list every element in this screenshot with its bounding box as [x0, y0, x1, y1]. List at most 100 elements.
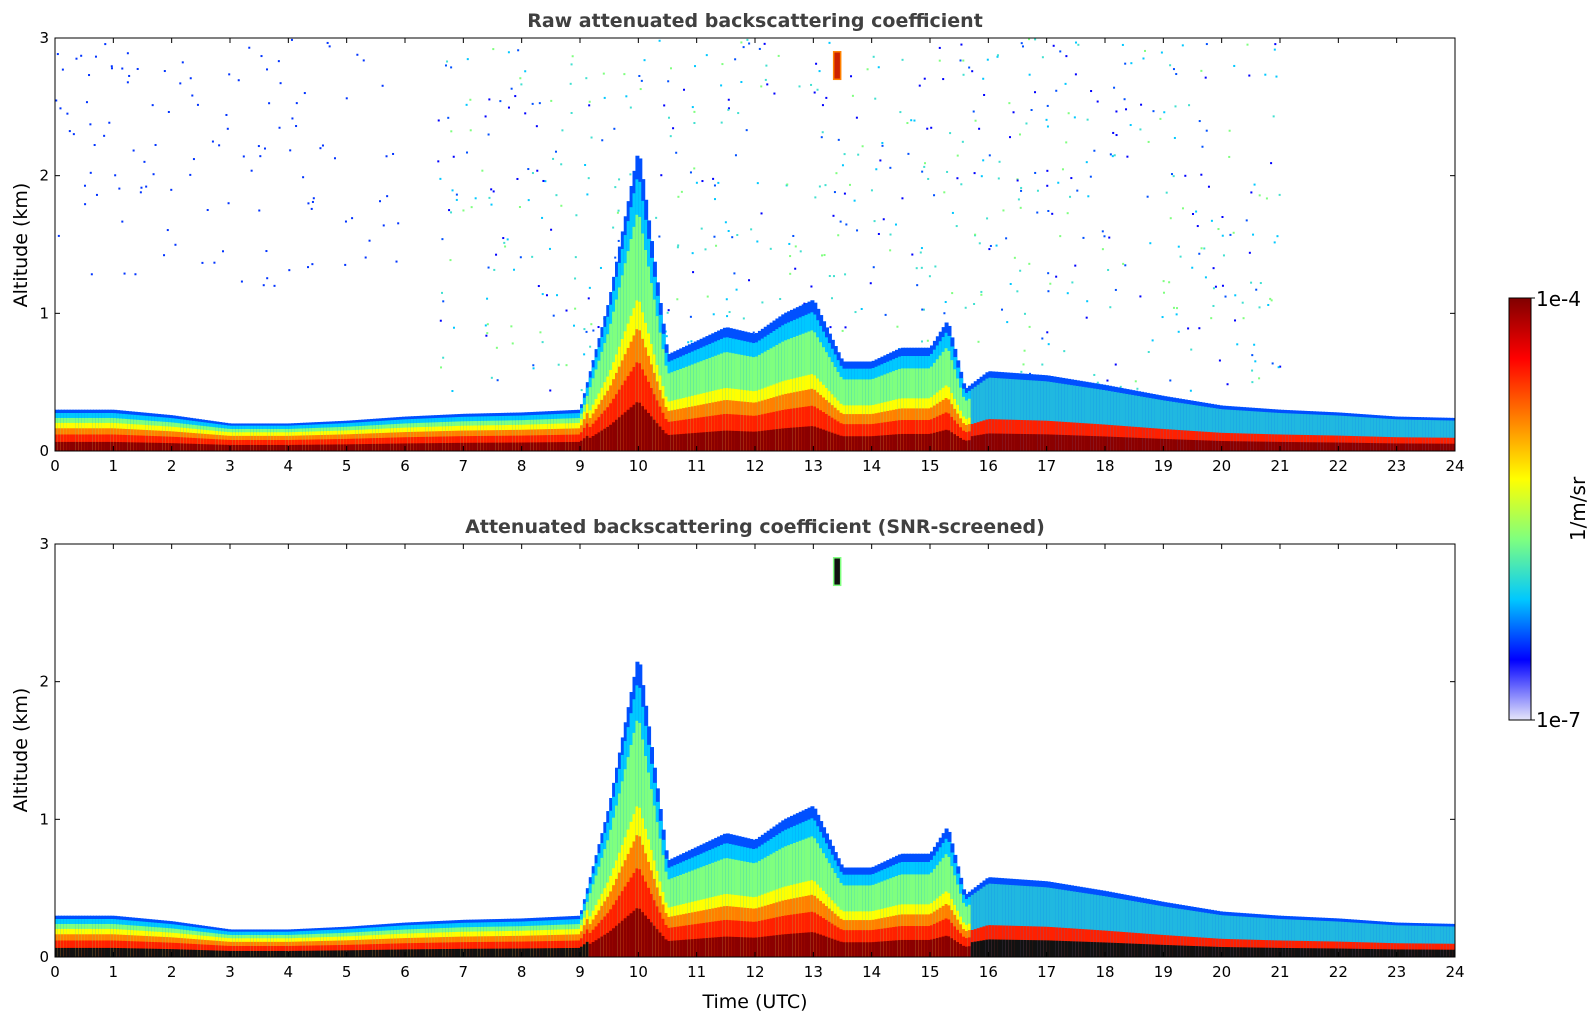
noise-dot	[639, 88, 642, 91]
noise-dot	[794, 245, 797, 248]
noise-dot	[225, 113, 228, 116]
noise-dot	[273, 284, 276, 287]
x-tick-label: 8	[517, 457, 527, 475]
noise-dot	[1130, 62, 1133, 65]
noise-dot	[452, 155, 455, 158]
noise-dot	[462, 209, 465, 212]
noise-dot	[1203, 247, 1206, 250]
noise-dot	[1253, 343, 1256, 346]
noise-dot	[848, 183, 851, 186]
noise-dot	[583, 353, 586, 356]
noise-dot	[740, 41, 743, 44]
noise-dot	[75, 57, 78, 60]
x-axis-label: Time (UTC)	[701, 991, 807, 1013]
x-tick-label: 10	[629, 457, 648, 475]
noise-dot	[495, 253, 498, 256]
noise-dot	[126, 52, 129, 55]
noise-dot	[1046, 184, 1049, 187]
noise-dot	[1258, 194, 1261, 197]
noise-dot	[1066, 212, 1069, 215]
noise-dot	[910, 119, 913, 122]
noise-dot	[1082, 236, 1085, 239]
raw-y-axis-label: Altitude (km)	[10, 183, 32, 308]
noise-dot	[1016, 290, 1019, 293]
noise-dot	[588, 286, 591, 289]
noise-dot	[690, 340, 693, 343]
noise-dot	[548, 247, 551, 250]
noise-dot	[884, 313, 887, 316]
noise-dot	[514, 95, 517, 98]
noise-dot	[695, 181, 698, 184]
noise-dot	[866, 68, 869, 71]
noise-dot	[307, 266, 310, 269]
noise-dot	[103, 134, 106, 137]
noise-dot	[556, 294, 559, 297]
x-tick-label: 9	[575, 963, 585, 981]
noise-dot	[765, 64, 768, 67]
noise-dot	[499, 100, 502, 103]
noise-dot	[1254, 360, 1257, 363]
noise-dot	[1161, 316, 1164, 319]
noise-dot	[259, 155, 262, 158]
noise-dot	[262, 284, 265, 287]
noise-dot	[1041, 363, 1044, 366]
noise-dot	[731, 236, 734, 239]
noise-dot	[1212, 304, 1215, 307]
noise-dot	[1163, 111, 1166, 114]
noise-dot	[95, 193, 98, 196]
noise-dot	[139, 191, 142, 194]
noise-dot	[618, 178, 621, 181]
noise-dot	[906, 122, 909, 125]
noise-dot	[344, 263, 347, 266]
noise-dot	[949, 132, 952, 135]
x-tick-label: 16	[979, 457, 998, 475]
noise-dot	[691, 106, 694, 109]
noise-dot	[715, 244, 718, 247]
noise-dot	[750, 228, 753, 231]
noise-dot	[84, 203, 87, 206]
noise-dot	[1251, 354, 1254, 357]
noise-dot	[689, 171, 692, 174]
noise-dot	[844, 273, 847, 276]
noise-dot	[1005, 237, 1008, 240]
noise-dot	[531, 172, 534, 175]
noise-dot	[1204, 76, 1207, 79]
x-tick-label: 14	[862, 963, 881, 981]
noise-dot	[786, 183, 789, 186]
noise-dot	[769, 247, 772, 250]
x-tick-label: 3	[225, 963, 235, 981]
noise-dot	[442, 356, 445, 359]
colorbar-unit-label: 1/m/sr	[1566, 476, 1590, 541]
noise-dot	[794, 267, 797, 270]
noise-dot	[669, 67, 672, 70]
noise-dot	[1047, 272, 1050, 275]
x-tick-label: 22	[1329, 963, 1348, 981]
noise-dot	[1021, 45, 1024, 48]
noise-dot	[964, 306, 967, 309]
noise-dot	[825, 96, 828, 99]
noise-dot	[837, 234, 840, 237]
noise-dot	[1030, 108, 1033, 111]
noise-dot	[1175, 73, 1178, 76]
noise-dot	[877, 232, 880, 235]
noise-dot	[1020, 186, 1023, 189]
noise-dot	[486, 332, 489, 335]
noise-dot	[240, 280, 243, 283]
noise-dot	[1172, 175, 1175, 178]
noise-dot	[748, 42, 751, 45]
y-tick-label: 3	[39, 29, 49, 47]
noise-dot	[166, 229, 169, 232]
noise-dot	[980, 293, 983, 296]
noise-dot	[672, 127, 675, 130]
noise-dot	[911, 253, 914, 256]
panel-raw-title: Raw attenuated backscattering coefficien…	[527, 10, 983, 32]
noise-dot	[552, 314, 555, 317]
noise-dot	[56, 53, 59, 56]
noise-dot	[1210, 219, 1213, 222]
noise-dot	[490, 376, 493, 379]
noise-dot	[1250, 281, 1253, 284]
x-tick-label: 20	[1212, 963, 1231, 981]
noise-dot	[455, 198, 458, 201]
noise-dot	[1221, 234, 1224, 237]
colorbar-min-label: 1e-7	[1536, 708, 1581, 732]
